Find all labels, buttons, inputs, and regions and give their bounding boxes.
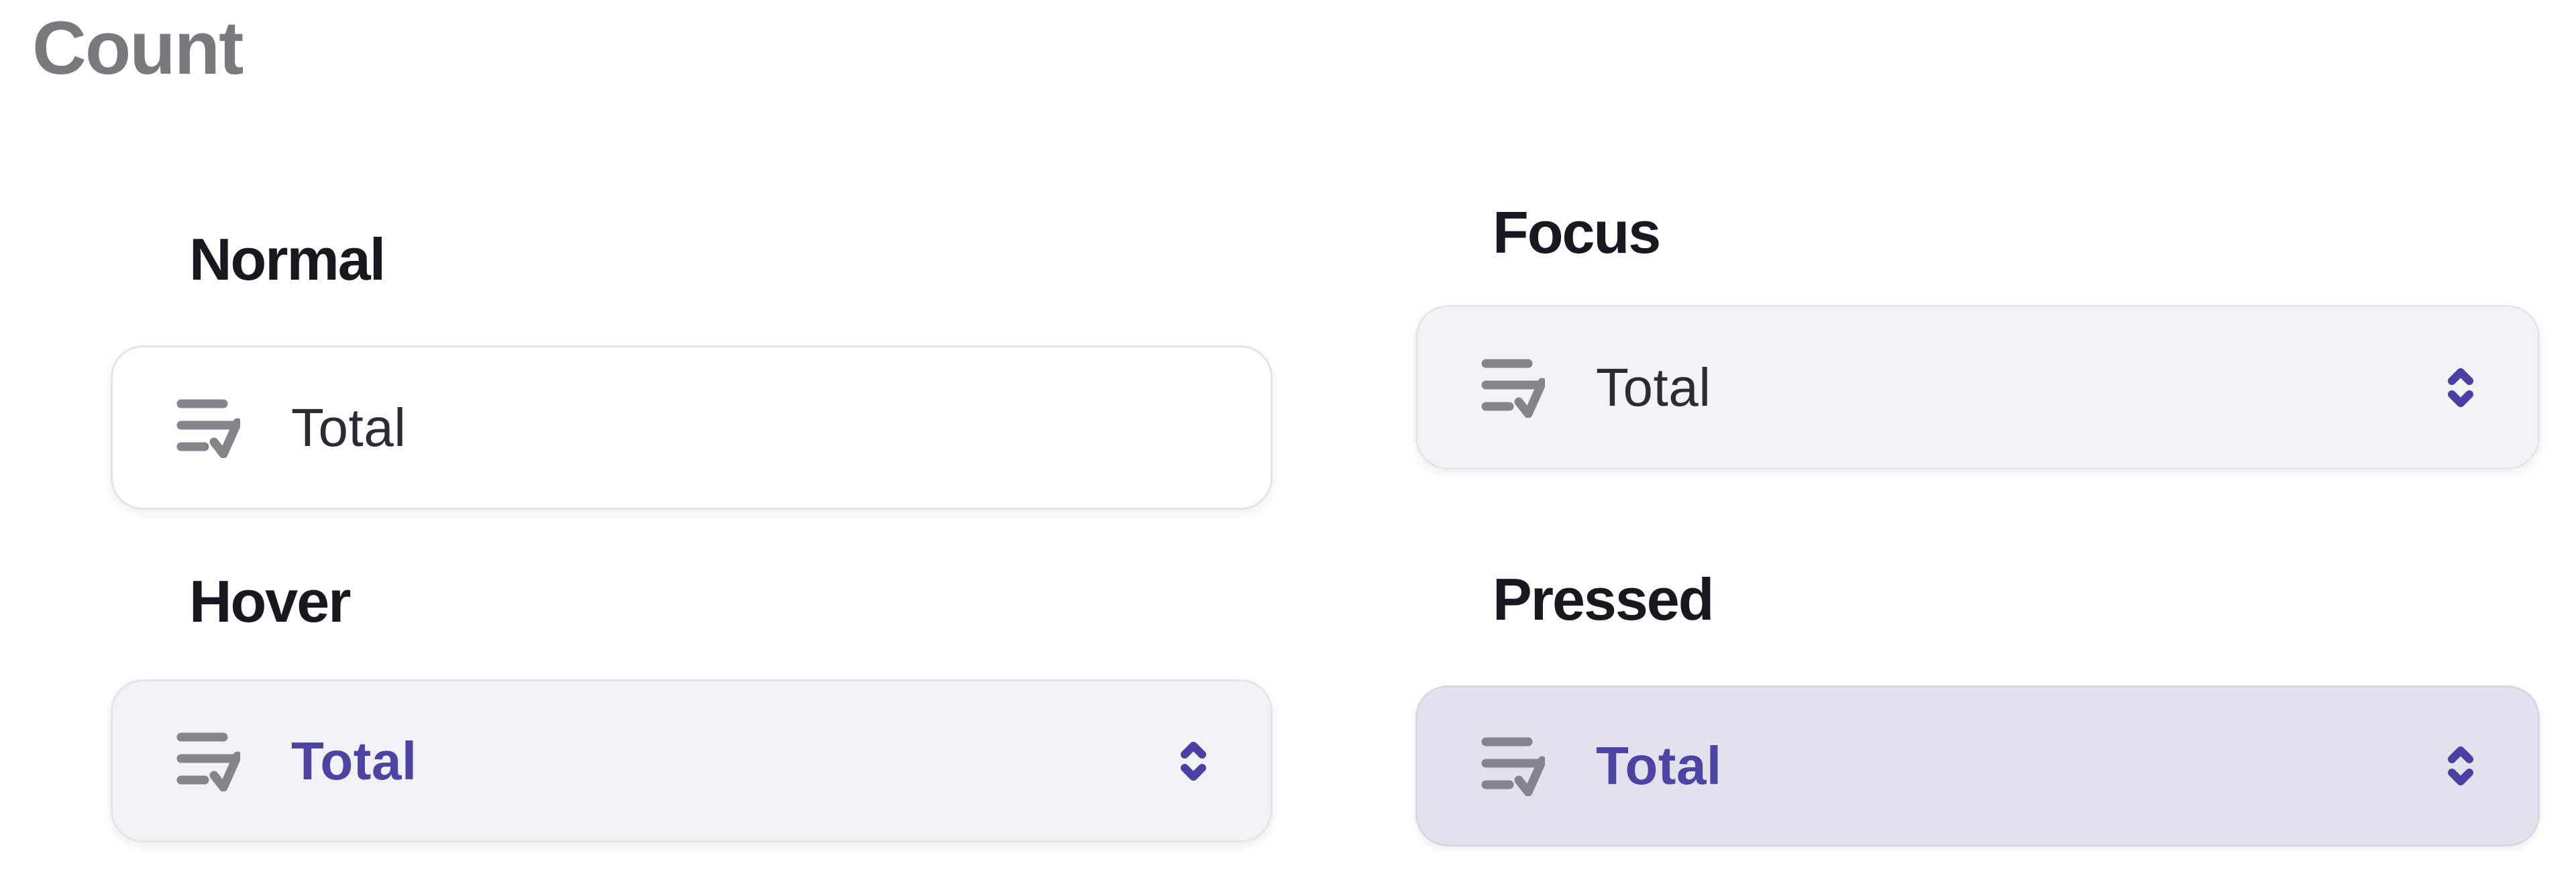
list-check-icon [1481,357,1545,418]
state-label-normal: Normal [189,226,386,292]
select-value: Total [1596,736,1722,795]
chevron-up-down-icon [2447,366,2474,409]
select-value: Total [291,730,417,791]
list-check-icon [176,398,240,458]
chevron-up-down-icon [2447,744,2474,787]
select-value: Total [291,397,407,457]
count-select-normal[interactable]: Total [111,345,1273,510]
page-title: Count [32,6,244,90]
count-select-pressed[interactable]: Total [1415,685,2540,846]
count-select-hover[interactable]: Total [111,679,1273,842]
state-label-pressed: Pressed [1493,566,1714,632]
list-check-icon [176,731,240,791]
select-value: Total [1596,357,1711,417]
list-check-icon [1481,736,1545,796]
count-select-focus[interactable]: Total [1415,305,2540,469]
state-label-focus: Focus [1493,199,1661,266]
state-label-hover: Hover [189,568,351,634]
chevron-up-down-icon [1180,740,1207,783]
